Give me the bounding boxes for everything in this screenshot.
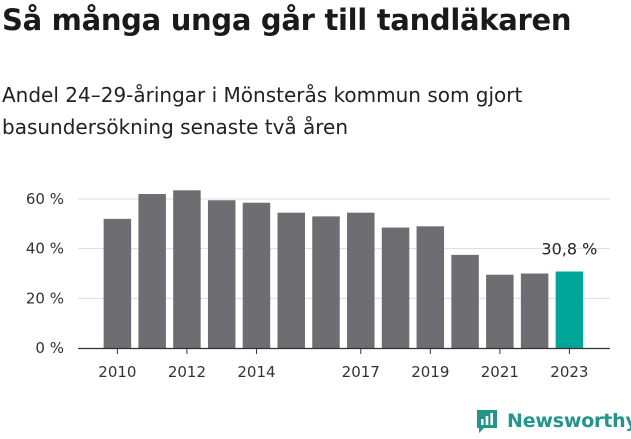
x-tick-label: 2012	[168, 363, 206, 381]
chart-title: Så många unga går till tandläkaren	[2, 3, 572, 37]
y-tick-label: 40 %	[26, 240, 64, 258]
bar-2015	[277, 212, 305, 348]
bar-2023	[555, 271, 584, 348]
x-axis-ticks: 2010 2012 2014 2017 2019 2021 2023	[78, 347, 610, 381]
bar-2017	[347, 212, 375, 348]
bar-2022	[520, 273, 549, 348]
newsworthy-logo-text: Newsworthy	[507, 410, 631, 432]
highlight-value-label: 30,8 %	[541, 240, 597, 259]
x-tick-label: 2021	[481, 363, 519, 381]
x-tick-label: 2023	[550, 363, 588, 381]
newsworthy-logo: Newsworthy	[475, 406, 631, 436]
bar-chart: 0 % 20 % 40 % 60 % 2010 2012 2014 2017 2019 2021…	[26, 190, 610, 381]
bar-2014	[242, 202, 271, 348]
y-tick-label: 0 %	[35, 339, 64, 357]
bar-2021	[486, 274, 514, 348]
bar-2020	[451, 254, 479, 348]
bar-2011	[138, 194, 166, 348]
y-tick-label: 20 %	[26, 289, 64, 307]
x-tick-label: 2010	[98, 363, 136, 381]
bar-2019	[416, 226, 445, 348]
bar-2016	[312, 216, 340, 348]
y-tick-label: 60 %	[26, 190, 64, 208]
x-tick-label: 2017	[342, 363, 380, 381]
newsworthy-logo-icon	[477, 410, 497, 433]
y-axis-ticks: 0 % 20 % 40 % 60 %	[26, 190, 64, 357]
bar-2012	[173, 190, 201, 348]
bar-2018	[381, 227, 410, 348]
x-tick-label: 2019	[411, 363, 449, 381]
bars	[103, 190, 584, 348]
bar-2013	[207, 200, 236, 348]
x-tick-label: 2014	[237, 363, 275, 381]
bar-2010	[103, 218, 132, 348]
chart-subtitle: Andel 24–29-åringar i Mönsterås kommun s…	[2, 83, 523, 139]
data-labels: 30,8 %	[541, 240, 597, 259]
